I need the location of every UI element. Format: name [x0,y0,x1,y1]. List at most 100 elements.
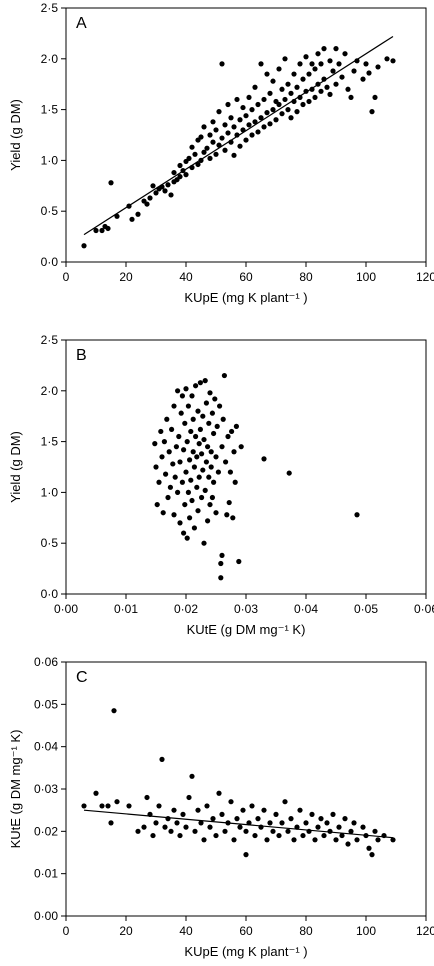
x-tick-label: 0·05 [354,602,378,616]
data-point [114,799,120,805]
data-point [225,130,231,136]
data-point [187,457,193,463]
data-point [191,525,197,531]
data-point [264,71,270,77]
x-tick-label: 40 [179,924,193,938]
data-point [177,174,183,180]
data-point [351,820,357,826]
data-point [194,454,200,460]
data-point [222,122,228,128]
data-point [243,852,249,858]
data-point [294,84,300,90]
data-point [210,119,216,125]
data-point [153,820,159,826]
data-point [171,807,177,813]
data-point [193,383,199,389]
data-point [182,420,188,426]
data-point [318,88,324,94]
data-point [231,837,237,843]
data-point [321,46,327,52]
x-tick-label: 80 [299,270,313,284]
data-point [288,90,294,96]
data-point [321,832,327,839]
data-point [202,487,208,493]
data-point [285,828,291,834]
data-point [264,837,270,843]
data-point [207,824,213,830]
data-point [270,107,276,113]
data-point [348,94,354,101]
data-point [270,828,276,834]
data-point [209,494,215,501]
data-point [228,799,234,805]
data-point [178,410,184,416]
data-point [154,501,160,508]
data-point [202,378,208,384]
data-point [222,828,228,834]
data-point [187,515,193,521]
data-point [285,107,291,113]
data-point [213,510,219,516]
data-point [363,61,369,67]
plot-frame [65,661,427,917]
data-point [339,74,345,80]
data-point [219,552,225,558]
data-point [249,107,255,113]
y-tick-label: 0·5 [41,204,59,218]
data-point [203,400,209,406]
data-point [185,489,191,495]
data-point [207,501,213,508]
data-point [135,828,141,834]
data-point [199,451,205,457]
data-point [200,467,206,473]
data-point [279,820,285,826]
data-point [162,188,168,194]
y-tick-label: 0·03 [34,782,58,796]
data-point [288,115,294,121]
data-point [204,803,210,809]
data-point [351,68,357,74]
x-tick-label: 0 [63,924,70,938]
data-point [164,416,170,422]
data-point [231,124,237,130]
data-point [291,837,297,843]
data-point [215,469,221,475]
data-point [267,90,273,96]
data-point [213,832,219,839]
data-point [219,61,225,67]
data-point [225,433,231,440]
x-tick-label: 20 [119,270,133,284]
data-point [255,129,261,135]
data-point [203,459,209,465]
x-tick-label: 0·01 [114,602,138,616]
data-point [172,474,178,480]
data-point [171,403,177,409]
data-point [150,183,156,189]
data-point [166,449,172,455]
data-point [161,439,167,445]
data-point [227,469,233,475]
data-point [366,845,372,851]
data-point [197,426,203,433]
data-point [354,837,360,843]
data-point [232,479,238,485]
data-point [252,84,258,90]
data-point [300,76,306,82]
data-point [240,807,246,813]
data-point [219,811,225,818]
data-point [237,824,243,830]
data-point [237,143,243,149]
data-point [195,807,201,813]
data-point [105,803,111,809]
data-point [181,447,187,453]
data-point [243,113,249,119]
data-point [167,484,173,490]
data-point [228,115,234,121]
data-point [163,471,169,477]
data-point [225,101,231,108]
data-point [174,820,180,826]
panel-a: 0 20 40 60 80 100 120 0·0 0·5 1·0 1·5 2·0 2·5 A KUpE (… [8,1,434,305]
y-tick-label: 1·0 [41,485,59,499]
data-point [168,192,174,198]
data-point [258,61,264,67]
